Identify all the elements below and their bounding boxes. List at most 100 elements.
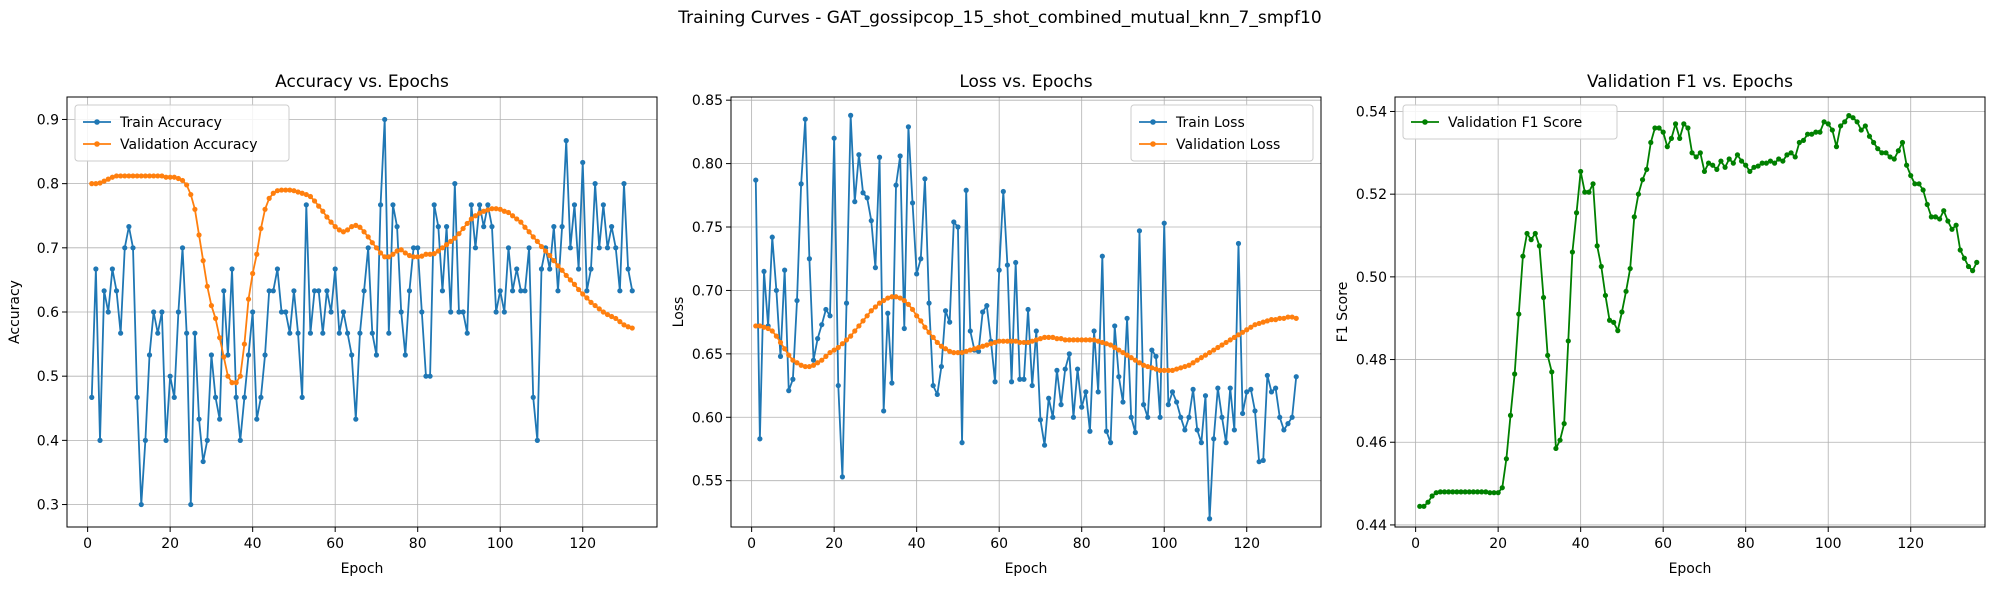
data-point <box>217 416 223 422</box>
data-point <box>1495 490 1501 496</box>
data-point <box>1281 315 1287 321</box>
data-point <box>790 376 796 382</box>
data-point <box>1957 247 1963 253</box>
data-point <box>810 357 817 363</box>
y-tick-label: 0.54 <box>1356 104 1387 120</box>
data-point <box>761 268 767 275</box>
f1-panel: 0 20 40 60 80 100 120 0.44 0.46 0.48 0.50 0.52 0.54 V… <box>1335 72 1986 577</box>
data-point <box>332 224 338 230</box>
loss-x-axis-label: Epoch <box>1005 561 1048 577</box>
data-point <box>914 313 920 319</box>
data-point <box>1446 489 1452 495</box>
data-point <box>534 437 540 443</box>
data-point <box>245 352 252 358</box>
data-point <box>159 173 165 179</box>
data-point <box>1755 163 1761 169</box>
data-point <box>291 188 297 194</box>
x-tick-label: 100 <box>487 536 514 552</box>
data-point <box>1635 191 1642 197</box>
data-point <box>1788 150 1794 156</box>
data-point <box>905 301 912 307</box>
data-point <box>518 288 524 294</box>
data-point <box>592 181 598 187</box>
data-point <box>1066 351 1072 357</box>
data-point <box>530 234 536 240</box>
data-point <box>1013 338 1019 344</box>
data-point <box>481 224 487 230</box>
loss-legend: Train Loss Validation Loss <box>1130 104 1314 162</box>
data-point <box>938 363 945 370</box>
data-point <box>225 373 231 379</box>
data-point <box>130 173 136 179</box>
data-point <box>233 380 239 386</box>
data-point <box>1912 181 1918 187</box>
data-point <box>509 288 516 294</box>
data-point <box>1128 355 1134 361</box>
data-point <box>1211 436 1217 442</box>
y-tick-label: 0.8 <box>37 177 59 193</box>
data-point <box>427 373 433 379</box>
data-point <box>819 357 825 363</box>
data-point <box>885 295 891 301</box>
data-point <box>415 245 421 251</box>
data-point <box>167 373 173 379</box>
data-point <box>1598 263 1604 270</box>
data-point <box>947 348 953 354</box>
legend-label: Validation F1 Score <box>1448 115 1582 131</box>
data-point <box>283 187 289 193</box>
data-point <box>1619 309 1625 315</box>
data-point <box>567 245 573 251</box>
data-point <box>1116 374 1122 380</box>
data-point <box>1256 459 1262 465</box>
data-point <box>435 248 441 254</box>
data-point <box>126 224 132 230</box>
accuracy-panel: 0 20 40 60 80 100 120 0.3 0.4 0.5 0.6 0.7 0.8 0.9 Accu… <box>7 72 658 577</box>
data-point <box>1961 255 1967 261</box>
data-point <box>1095 338 1101 344</box>
data-point <box>761 324 767 330</box>
data-point <box>501 208 507 214</box>
data-point <box>1037 336 1044 342</box>
data-point <box>1248 324 1254 330</box>
data-point <box>316 203 322 209</box>
data-point <box>526 245 532 251</box>
data-point <box>609 224 615 230</box>
data-point <box>1132 429 1138 436</box>
data-point <box>130 245 136 251</box>
y-tick-label: 0.44 <box>1356 518 1387 534</box>
data-point <box>852 328 858 334</box>
data-point <box>353 222 359 228</box>
data-point <box>456 231 462 237</box>
data-point <box>336 227 342 233</box>
data-point <box>303 191 309 198</box>
data-point <box>938 343 945 349</box>
data-point <box>1883 150 1889 156</box>
data-point <box>617 319 623 325</box>
data-point <box>324 214 330 220</box>
data-point <box>769 234 775 240</box>
data-point <box>155 330 161 336</box>
data-point <box>885 310 891 316</box>
data-point <box>596 245 602 251</box>
data-point <box>547 266 553 272</box>
data-point <box>534 238 540 244</box>
data-point <box>1079 404 1085 410</box>
y-tick-label: 0.60 <box>692 410 723 426</box>
data-point <box>1743 162 1749 168</box>
data-point <box>349 224 355 230</box>
data-point <box>996 267 1002 273</box>
data-point <box>382 116 388 123</box>
y-tick-label: 0.4 <box>37 433 59 449</box>
data-point <box>1219 342 1225 348</box>
data-point <box>951 219 957 225</box>
legend-label: Validation Accuracy <box>120 137 258 153</box>
data-point <box>270 288 276 294</box>
data-point <box>1813 129 1819 135</box>
data-point <box>1726 156 1732 162</box>
data-point <box>118 330 124 336</box>
data-point <box>1149 347 1155 353</box>
data-point <box>1916 181 1922 187</box>
data-point <box>113 288 120 294</box>
data-point <box>576 286 582 293</box>
data-point <box>621 181 627 187</box>
